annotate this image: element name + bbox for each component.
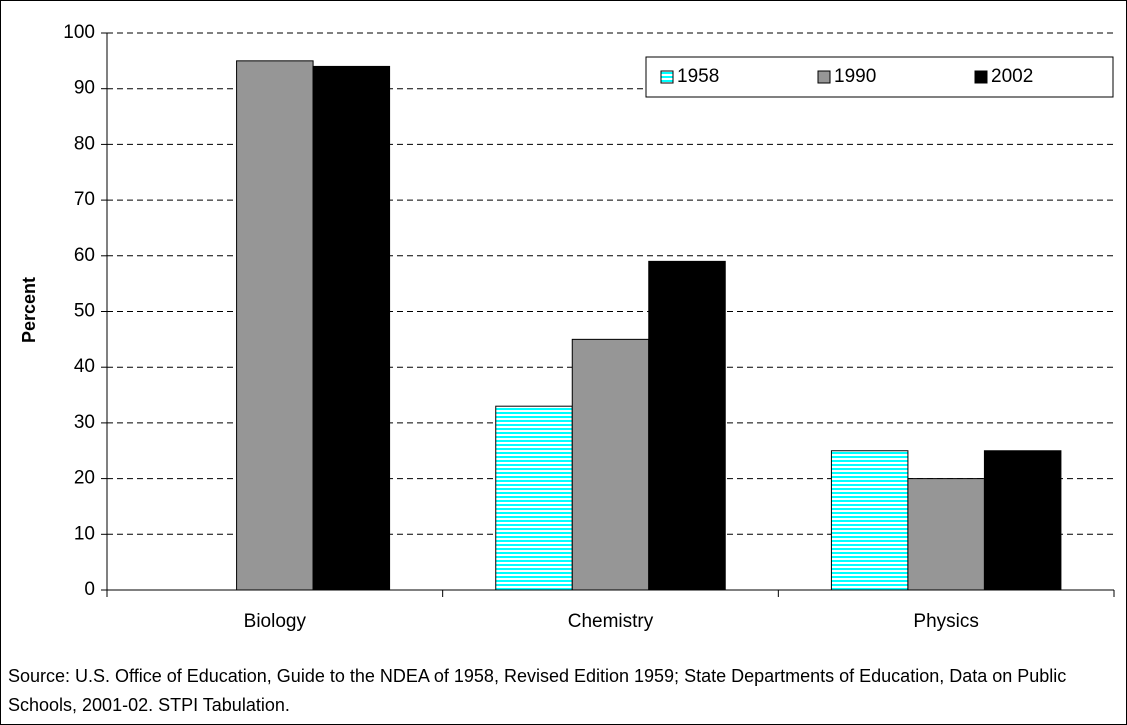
y-tick-label: 40 [74, 356, 95, 377]
legend-label: 1990 [834, 66, 876, 87]
y-tick-label: 10 [74, 523, 95, 544]
bar [983, 450, 1062, 591]
x-tick-label: Chemistry [568, 611, 654, 632]
x-tick-label: Physics [913, 611, 978, 632]
legend-swatch [817, 70, 831, 84]
y-tick-label: 0 [84, 579, 95, 600]
bar [495, 405, 573, 591]
x-tick-label: Biology [244, 611, 307, 632]
legend-swatch [974, 70, 988, 84]
bar [236, 60, 314, 591]
y-tick-label: 90 [74, 78, 95, 99]
legend-box [645, 56, 1114, 98]
source-note: Source: U.S. Office of Education, Guide … [8, 666, 1067, 715]
legend-label: 1958 [677, 66, 719, 87]
bar [830, 450, 909, 591]
y-tick-label: 100 [63, 22, 95, 43]
y-tick-label: 70 [74, 189, 95, 210]
bar [312, 65, 391, 591]
y-tick-label: 30 [74, 412, 95, 433]
y-tick-label: 50 [74, 301, 95, 322]
legend-swatch [660, 70, 674, 84]
bar [907, 478, 985, 591]
y-axis-label: Percent [19, 277, 39, 343]
bar [648, 260, 726, 591]
y-tick-label: 80 [74, 133, 95, 154]
y-tick-label: 20 [74, 468, 95, 489]
legend-label: 2002 [991, 66, 1033, 87]
bar [571, 338, 650, 591]
y-tick-label: 60 [74, 245, 95, 266]
